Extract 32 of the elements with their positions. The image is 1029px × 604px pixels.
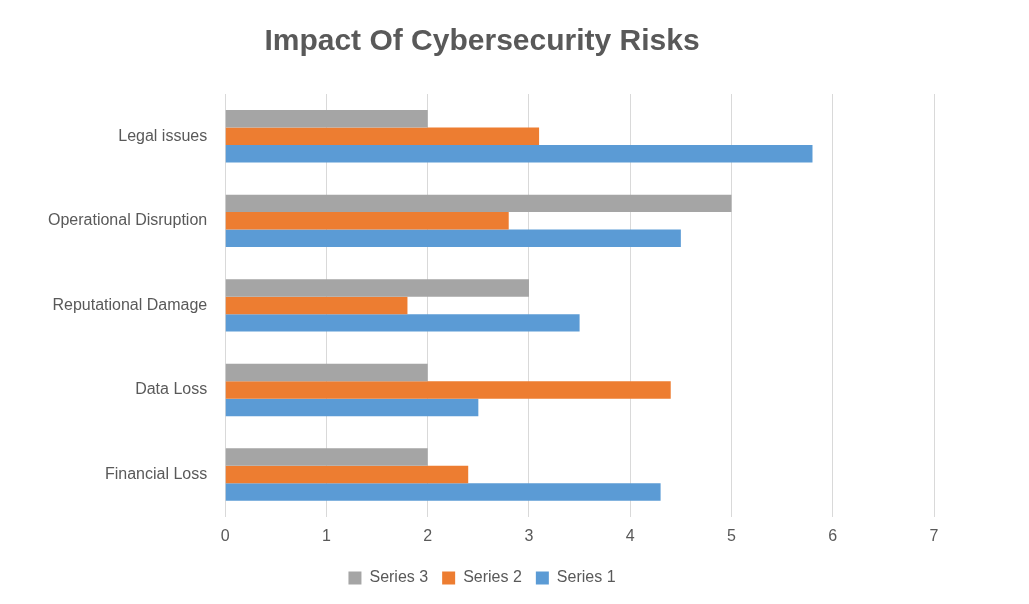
x-tick-label: 2 — [423, 526, 433, 544]
bar — [225, 110, 428, 128]
legend-label: Series 3 — [369, 568, 429, 586]
bar — [225, 465, 469, 484]
bar — [225, 363, 428, 382]
x-tick-label: 5 — [727, 526, 737, 544]
bar — [225, 296, 408, 315]
chart-title: Impact Of Cybersecurity Risks — [264, 23, 700, 57]
x-tick-label: 4 — [625, 526, 635, 544]
x-tick-label: 0 — [220, 526, 230, 544]
bar — [225, 483, 661, 501]
bar — [225, 229, 681, 248]
bar — [225, 194, 732, 213]
y-tick-label: Legal issues — [118, 126, 208, 144]
x-tick-label: 6 — [828, 526, 838, 544]
legend-label: Series 2 — [463, 568, 522, 586]
y-tick-label: Data Loss — [135, 380, 208, 398]
x-tick-label: 3 — [524, 526, 534, 544]
bar — [225, 314, 580, 332]
bar — [225, 127, 540, 146]
bar — [225, 398, 479, 417]
bar — [225, 448, 428, 466]
bar — [225, 145, 813, 163]
x-tick-label: 1 — [322, 526, 331, 544]
legend-label: Series 1 — [556, 568, 616, 586]
bar — [225, 279, 529, 297]
bar — [225, 381, 671, 399]
y-tick-label: Reputational Damage — [52, 295, 208, 313]
bar — [225, 212, 509, 230]
y-tick-label: Operational Disruption — [47, 211, 208, 229]
x-tick-label: 7 — [929, 526, 939, 544]
y-tick-label: Financial Loss — [104, 464, 208, 482]
